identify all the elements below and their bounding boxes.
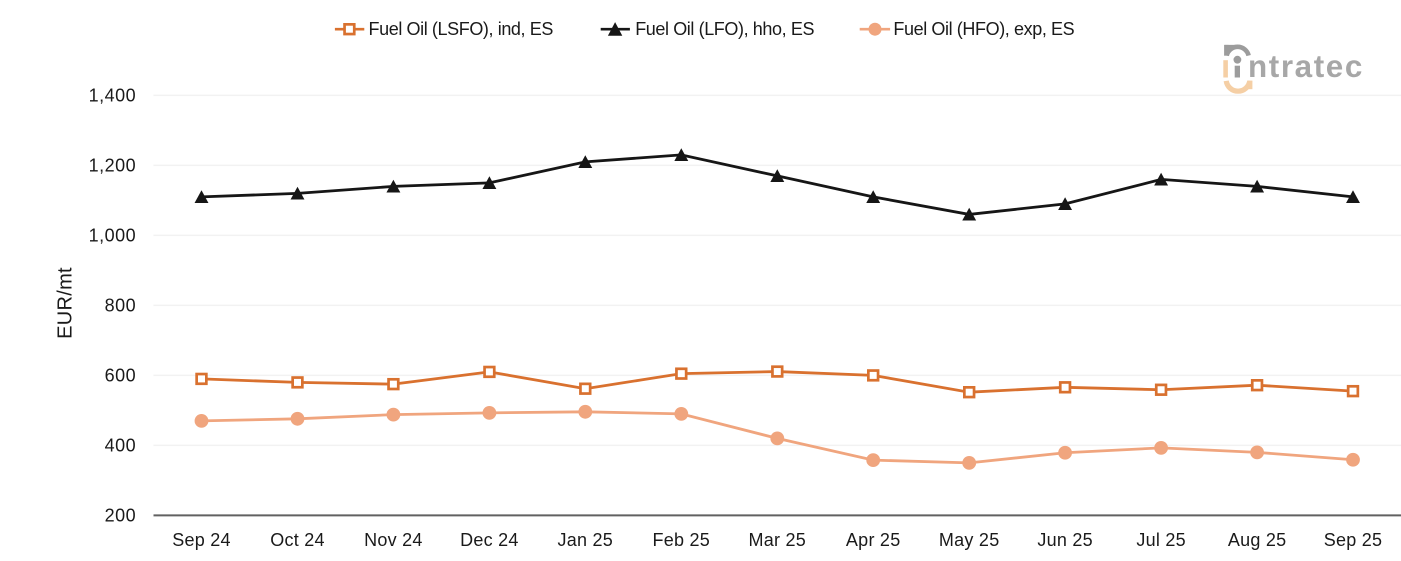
svg-text:1,200: 1,200 [89, 155, 137, 175]
svg-text:Feb 25: Feb 25 [653, 530, 711, 550]
svg-text:Nov 24: Nov 24 [364, 530, 423, 550]
svg-text:ntratec: ntratec [1248, 49, 1364, 84]
svg-text:Fuel Oil (LSFO), ind, ES: Fuel Oil (LSFO), ind, ES [369, 19, 554, 39]
svg-text:1,000: 1,000 [89, 225, 137, 245]
svg-text:Mar 25: Mar 25 [749, 530, 807, 550]
svg-text:Fuel Oil (HFO), exp, ES: Fuel Oil (HFO), exp, ES [893, 19, 1074, 39]
svg-text:EUR/mt: EUR/mt [55, 267, 77, 339]
svg-text:Fuel Oil (LFO), hho, ES: Fuel Oil (LFO), hho, ES [635, 19, 814, 39]
svg-text:Jan 25: Jan 25 [558, 530, 614, 550]
svg-text:Sep 24: Sep 24 [172, 530, 231, 550]
svg-text:May 25: May 25 [939, 530, 1000, 550]
svg-text:Aug 25: Aug 25 [1228, 530, 1287, 550]
svg-text:Dec 24: Dec 24 [460, 530, 519, 550]
svg-text:800: 800 [105, 295, 137, 315]
svg-text:Apr 25: Apr 25 [846, 530, 901, 550]
svg-text:600: 600 [105, 365, 137, 385]
svg-text:400: 400 [105, 435, 137, 455]
svg-text:200: 200 [105, 505, 137, 525]
svg-text:Sep 25: Sep 25 [1324, 530, 1383, 550]
svg-text:Oct 24: Oct 24 [270, 530, 325, 550]
svg-text:1,400: 1,400 [89, 85, 137, 105]
svg-text:Jun 25: Jun 25 [1037, 530, 1093, 550]
svg-text:Jul 25: Jul 25 [1136, 530, 1186, 550]
